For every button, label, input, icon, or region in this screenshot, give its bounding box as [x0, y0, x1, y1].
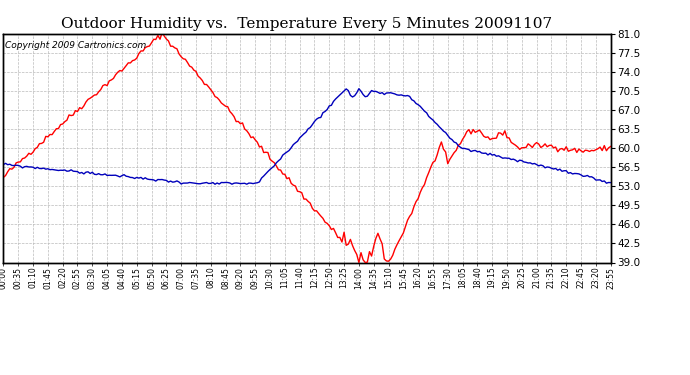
Text: Copyright 2009 Cartronics.com: Copyright 2009 Cartronics.com	[5, 40, 146, 50]
Title: Outdoor Humidity vs.  Temperature Every 5 Minutes 20091107: Outdoor Humidity vs. Temperature Every 5…	[61, 17, 553, 31]
